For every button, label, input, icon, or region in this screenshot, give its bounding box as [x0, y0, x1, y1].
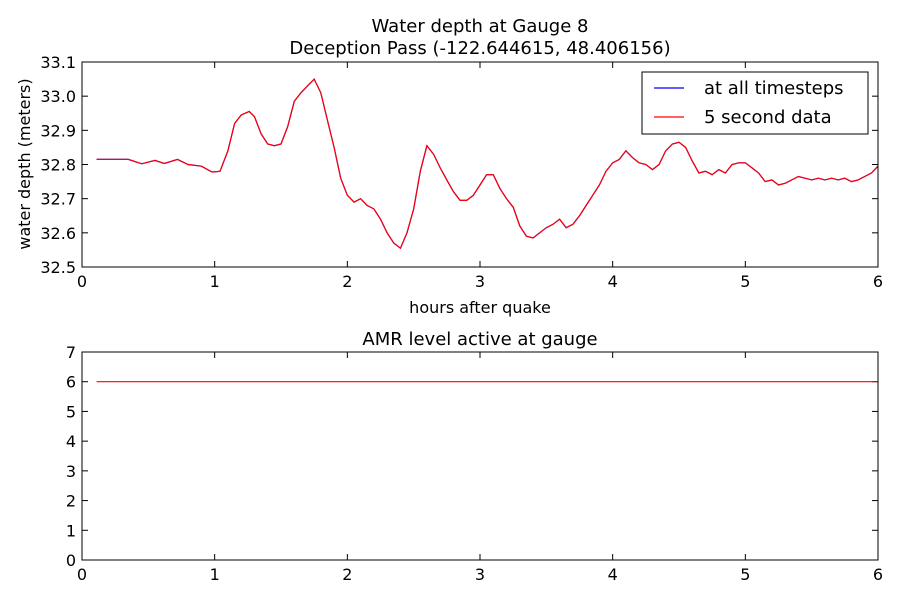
water-depth-chart: Water depth at Gauge 8 Deception Pass (-… — [15, 16, 883, 317]
y-tick-label: 3 — [66, 462, 76, 481]
x-tick-label: 5 — [740, 272, 750, 291]
x-tick-label: 6 — [873, 565, 883, 584]
x-tick-label: 5 — [740, 565, 750, 584]
legend-box — [641, 71, 869, 135]
y-tick-label: 6 — [66, 373, 76, 392]
x-tick-label: 4 — [608, 565, 618, 584]
y-tick-label: 2 — [66, 492, 76, 511]
x-tick-label: 2 — [342, 272, 352, 291]
amr-level-chart: AMR level active at gauge 0 1 2 3 4 5 6 0 1 2 3 4 5 6… — [66, 329, 883, 584]
y-tick-label: 0 — [66, 551, 76, 570]
series-line-2 — [96, 78, 879, 250]
plot-area-frame — [81, 351, 879, 561]
x-tick-label: 0 — [77, 272, 87, 291]
x-axis-label: hours after quake — [409, 298, 551, 317]
x-tick-label: 6 — [873, 272, 883, 291]
chart-subtitle: Deception Pass (-122.644615, 48.406156) — [289, 38, 670, 59]
x-tick-label: 3 — [475, 565, 485, 584]
x-tick-label: 1 — [210, 565, 220, 584]
y-tick-label: 33.1 — [40, 53, 76, 72]
chart-title: AMR level active at gauge — [362, 329, 597, 350]
y-tick-label: 32.5 — [40, 258, 76, 277]
y-tick-label: 32.8 — [40, 156, 76, 175]
legend-label: at all timesteps — [704, 78, 844, 99]
chart-title: Water depth at Gauge 8 — [372, 16, 589, 37]
x-tick-label: 2 — [342, 565, 352, 584]
y-tick-label: 5 — [66, 402, 76, 421]
y-tick-label: 32.9 — [40, 121, 76, 140]
y-tick-label: 1 — [66, 521, 76, 540]
plot-area-frame — [81, 61, 879, 268]
x-tick-label: 4 — [608, 272, 618, 291]
legend-label: 5 second data — [704, 107, 832, 128]
legend: at all timesteps 5 second data — [641, 71, 869, 135]
y-axis-label: water depth (meters) — [15, 78, 34, 249]
y-tick-label: 32.7 — [40, 190, 76, 209]
y-tick-label: 4 — [66, 432, 76, 451]
y-tick-label: 33.0 — [40, 87, 76, 106]
y-tick-label: 7 — [66, 343, 76, 362]
y-tick-label: 32.6 — [40, 224, 76, 243]
x-tick-label: 0 — [77, 565, 87, 584]
x-tick-label: 3 — [475, 272, 485, 291]
x-tick-label: 1 — [210, 272, 220, 291]
